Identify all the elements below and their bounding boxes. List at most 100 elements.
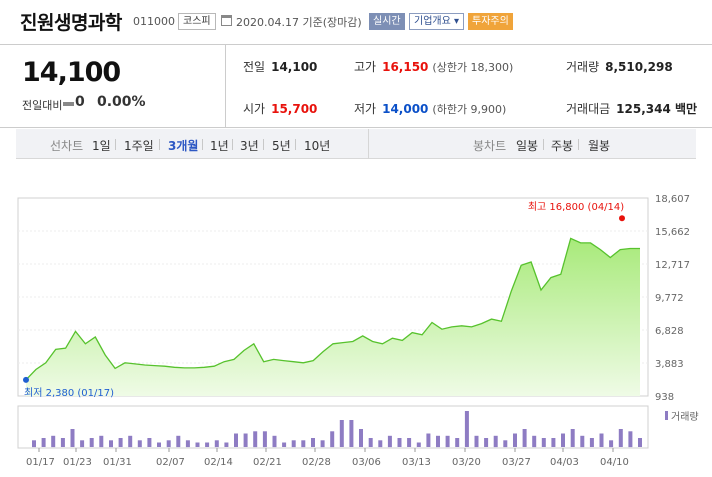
volume-bar: [339, 420, 344, 447]
volume-bar: [147, 438, 152, 447]
min-price-marker: [23, 376, 29, 383]
volume-bar: [60, 438, 65, 447]
y-tick-label: 18,607: [655, 194, 690, 205]
tab-daily-candle[interactable]: 일봉: [516, 139, 539, 153]
volume-bar: [214, 440, 219, 448]
max-price-annotation: 최고 16,800 (04/14): [528, 201, 624, 213]
volume-bar: [464, 411, 469, 447]
realtime-button[interactable]: 실시간: [369, 13, 405, 30]
x-tick-label: 02/28: [302, 457, 331, 468]
volume-bar: [387, 435, 392, 448]
reference-date: 2020.04.17 기준(장마감): [236, 16, 362, 29]
volume-legend-label: 거래량: [671, 411, 699, 423]
chart-period-tabs: 선차트 1일 1주일 3개월 1년 3년 5년 10년 봉차트 일봉 주봉 월봉: [16, 129, 696, 159]
volume-bar: [205, 442, 210, 447]
tab-3m[interactable]: 3개월: [168, 139, 199, 153]
volume-bar: [638, 438, 642, 447]
volume-bar: [378, 440, 383, 448]
high-cell: 고가 16,150 (상한가 18,300): [354, 60, 514, 74]
x-tick-label: 03/27: [502, 457, 531, 468]
tab-5y[interactable]: 5년: [272, 139, 291, 153]
x-tick-label: 04/10: [600, 457, 629, 468]
price-area: [26, 238, 640, 396]
volume-bar: [570, 429, 575, 447]
x-tick-label: 03/20: [452, 457, 481, 468]
x-tick-label: 02/21: [253, 457, 282, 468]
min-price-annotation: 최저 2,380 (01/17): [24, 387, 114, 399]
volume-bar: [99, 435, 104, 448]
line-chart-caption: 선차트: [50, 139, 84, 153]
company-overview-button[interactable]: 기업개요 ▾: [409, 13, 464, 30]
stock-header: 진원생명과학 011000 코스피 2020.04.17 기준(장마감) 실시간…: [0, 0, 712, 44]
low-cell: 저가 14,000 (하한가 9,900): [354, 102, 507, 116]
y-tick-label: 3,883: [655, 359, 684, 370]
volume-bar: [416, 442, 421, 447]
candle-chart-caption: 봉차트: [473, 139, 507, 153]
volume-bar: [349, 420, 354, 447]
volume-bar: [41, 438, 46, 447]
unchanged-icon: [63, 102, 74, 106]
tab-1d[interactable]: 1일: [92, 139, 111, 153]
volume-bar: [80, 440, 85, 448]
volume-bar: [493, 435, 498, 448]
y-tick-label: 15,662: [655, 227, 690, 238]
volume-bar: [522, 429, 527, 447]
volume-bar: [128, 435, 133, 448]
volume-bar: [580, 435, 585, 448]
volume-bar: [70, 429, 75, 447]
x-tick-label: 01/17: [26, 457, 55, 468]
volume-bar: [368, 438, 373, 447]
volume-bar: [436, 435, 440, 448]
change-value: 0: [75, 94, 85, 110]
volume-bar: [157, 442, 161, 447]
stock-code: 011000: [133, 15, 175, 28]
x-tick-label: 01/23: [63, 457, 92, 468]
tab-weekly-candle[interactable]: 주봉: [551, 139, 574, 153]
x-tick-label: 02/07: [156, 457, 185, 468]
volume-bar: [195, 442, 200, 447]
change-label: 전일대비: [22, 99, 63, 112]
tab-monthly-candle[interactable]: 월봉: [588, 139, 611, 153]
stock-name: 진원생명과학: [20, 12, 122, 34]
volume-bar: [330, 431, 335, 448]
open-cell: 시가 15,700: [243, 102, 318, 116]
prev-close-cell: 전일 14,100: [243, 60, 318, 74]
volume-bar: [118, 438, 123, 447]
investment-caution-badge[interactable]: 투자주의: [468, 13, 513, 30]
tab-1w[interactable]: 1주일: [124, 139, 154, 153]
x-tick-label: 03/13: [402, 457, 431, 468]
volume-bar: [359, 429, 363, 447]
volume-bar: [474, 435, 479, 448]
y-tick-label: 12,717: [655, 260, 690, 271]
volume-bar: [32, 440, 36, 448]
trade-amount-cell: 거래대금 125,344 백만: [566, 102, 698, 116]
volume-bar: [551, 438, 556, 447]
tab-1y[interactable]: 1년: [210, 139, 229, 153]
volume-bar: [89, 438, 94, 447]
volume-bar: [311, 438, 315, 447]
volume-bar: [561, 433, 565, 447]
tab-10y[interactable]: 10년: [304, 139, 331, 153]
volume-bar: [262, 431, 267, 448]
tab-3y[interactable]: 3년: [240, 139, 259, 153]
x-tick-label: 01/31: [103, 457, 132, 468]
volume-bar: [253, 431, 258, 448]
price-chart: 18,607 15,662 12,717 9,772 6,828 3,883 938 최고 …: [17, 194, 699, 468]
x-tick-label: 02/14: [204, 457, 233, 468]
y-tick-label: 6,828: [655, 326, 684, 337]
volume-bar: [503, 440, 508, 448]
max-price-marker: [619, 215, 625, 222]
volume-bar: [272, 435, 277, 448]
market-badge: 코스피: [178, 13, 216, 30]
current-price-box: 14,100 전일대비 0 0.00%: [0, 45, 226, 128]
y-tick-label: 9,772: [655, 293, 684, 304]
volume-bar: [599, 433, 604, 447]
price-line: [25, 237, 640, 381]
x-tick-label: 04/03: [550, 457, 579, 468]
volume-bar: [166, 440, 171, 448]
x-tick-label: 03/06: [352, 457, 381, 468]
volume-bar: [291, 440, 296, 448]
volume-bar: [513, 433, 517, 447]
volume-cell: 거래량 8,510,298: [566, 60, 673, 74]
current-price: 14,100: [22, 57, 121, 88]
